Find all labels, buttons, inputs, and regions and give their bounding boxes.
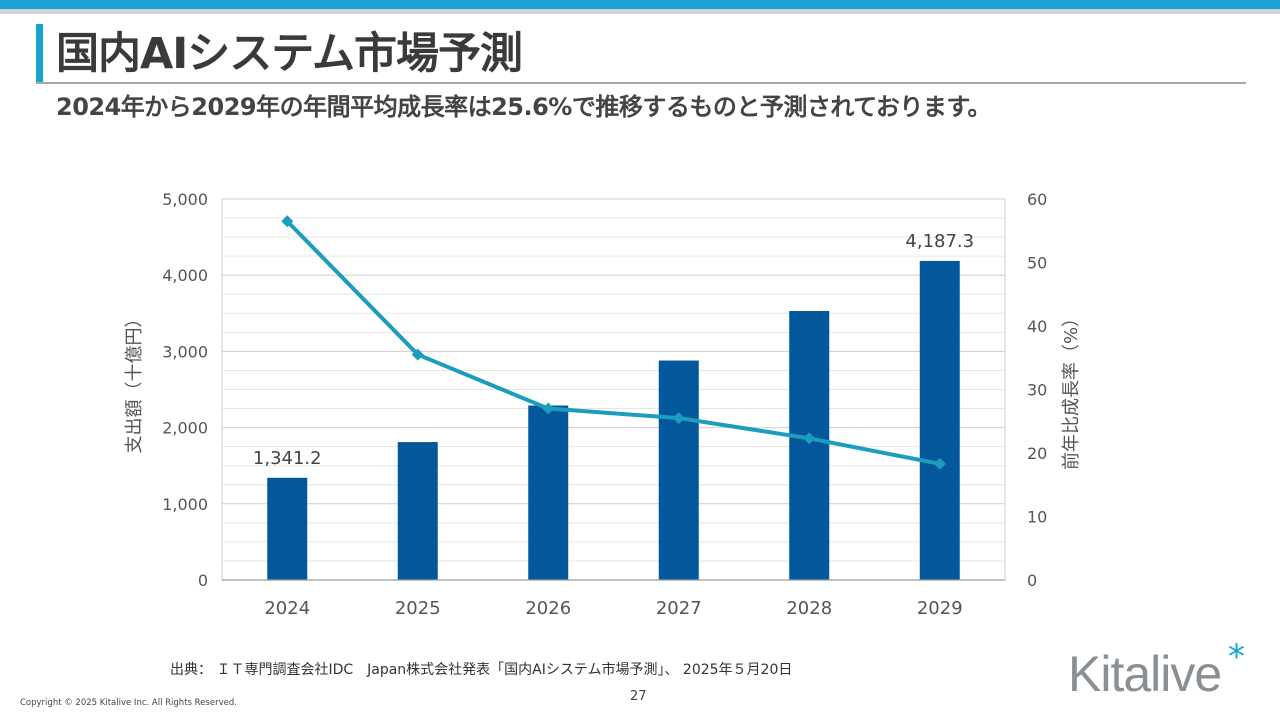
y-tick-label: 0	[198, 571, 208, 590]
page-subtitle: 2024年から2029年の年間平均成長率は25.6%で推移するものと予測されてお…	[56, 93, 992, 121]
y2-axis-title: 前年比成長率（%）	[1061, 309, 1082, 470]
y-tick-label: 1,000	[162, 495, 208, 514]
x-tick-label: 2027	[656, 598, 702, 619]
y2-tick-label: 0	[1027, 571, 1037, 590]
y2-tick-label: 30	[1027, 381, 1047, 400]
title-divider	[36, 82, 1246, 84]
top-accent-bar	[0, 0, 1280, 9]
bar-2025	[397, 442, 438, 580]
x-tick-label: 2028	[786, 598, 832, 619]
growth-rate-line	[285, 219, 941, 466]
y-tick-label: 2,000	[162, 419, 208, 438]
x-tick-label: 2026	[525, 598, 571, 619]
bar-layer	[267, 260, 960, 580]
data-label-2024: 1,341.2	[253, 448, 322, 469]
x-tick-label: 2024	[264, 598, 310, 619]
growth-point-2028	[803, 432, 816, 445]
y2-tick-label: 20	[1027, 444, 1047, 463]
y2-tick-label: 10	[1027, 508, 1047, 527]
line-layer	[281, 215, 946, 470]
growth-point-2029	[933, 457, 946, 470]
y-tick-label: 3,000	[162, 342, 208, 361]
top-accent-bar-gray	[0, 9, 1280, 14]
page-title: 国内AIシステム市場予測	[56, 29, 523, 79]
bar-2028	[789, 311, 830, 580]
y-tick-label: 5,000	[162, 190, 208, 209]
y2-tick-label: 50	[1027, 254, 1047, 273]
axis-layer: 0 1,000 2,000 3,000 4,000 5,000 0 10 20 30 40 50 60 2…	[124, 190, 1082, 619]
x-tick-label: 2025	[395, 598, 441, 619]
source-citation: 出典： ＩＴ専門調査会社IDC Japan株式会社発表「国内AIシステム市場予測…	[170, 662, 793, 678]
bar-2024	[267, 477, 308, 580]
page-number: 27	[630, 689, 647, 704]
growth-point-2026	[542, 402, 555, 415]
growth-point-2027	[672, 412, 685, 425]
kitalive-logo: Kitalive	[1068, 646, 1222, 702]
growth-point-2025	[411, 348, 424, 361]
title-accent-mark	[36, 24, 43, 82]
y-axis-title: 支出額（十億円）	[124, 310, 145, 454]
bar-2029	[919, 260, 960, 580]
bar-2027	[658, 360, 699, 580]
data-label-2029: 4,187.3	[905, 231, 974, 252]
label-layer: 1,341.2 4,187.3	[253, 231, 974, 469]
bar-2026	[528, 405, 569, 580]
grid-layer	[221, 198, 1006, 581]
copyright-text: Copyright © 2025 Kitalive Inc. All Right…	[20, 698, 237, 708]
y2-tick-label: 40	[1027, 317, 1047, 336]
growth-point-2024	[281, 215, 294, 228]
logo-star-icon: *	[1228, 637, 1245, 677]
y-tick-label: 4,000	[162, 266, 208, 285]
y2-tick-label: 60	[1027, 190, 1047, 209]
x-tick-label: 2029	[917, 598, 963, 619]
